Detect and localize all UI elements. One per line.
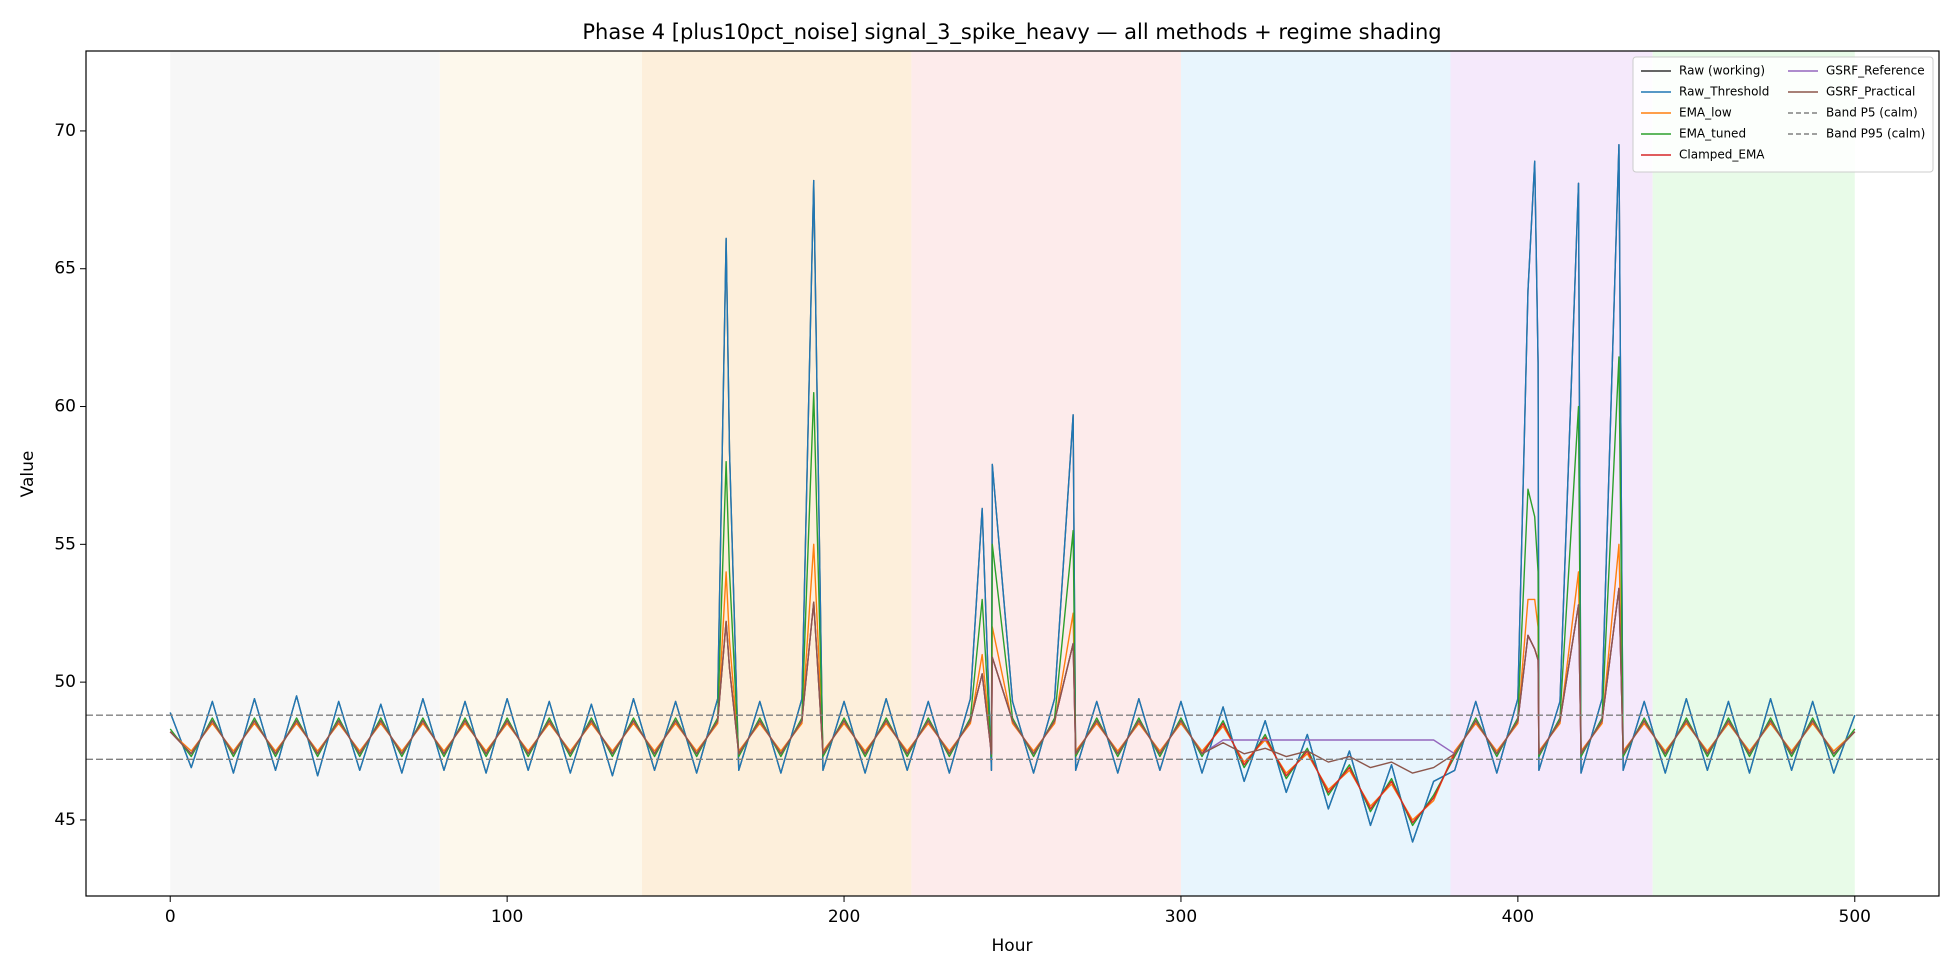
- legend-label: GSRF_Practical: [1826, 85, 1915, 99]
- plot-frame: [85, 50, 1940, 897]
- legend-label: Clamped_EMA: [1679, 148, 1765, 162]
- x-tick-label: 200: [828, 907, 860, 927]
- legend-box: [1632, 56, 1934, 173]
- legend-label: Band P5 (calm): [1826, 106, 1918, 120]
- x-tick-label: 300: [1165, 907, 1197, 927]
- x-axis-label: Hour: [992, 936, 1033, 956]
- legend-label: EMA_tuned: [1679, 127, 1746, 141]
- regime-shade: [641, 51, 912, 896]
- x-tick-label: 500: [1839, 907, 1871, 927]
- regime-shade: [170, 51, 440, 896]
- regime-shade: [911, 51, 1181, 896]
- x-tick-label: 400: [1502, 907, 1534, 927]
- regime-shade: [1450, 51, 1653, 896]
- y-tick-label: 70: [54, 121, 76, 141]
- x-tick-label: 0: [165, 907, 176, 927]
- y-tick-label: 60: [54, 397, 76, 417]
- y-tick-label: 55: [54, 534, 76, 554]
- y-tick-label: 50: [54, 672, 76, 692]
- x-tick-label: 100: [491, 907, 523, 927]
- chart-title: Phase 4 [plus10pct_noise] signal_3_spike…: [582, 20, 1441, 45]
- regime-shade: [439, 51, 642, 896]
- plot-area: [86, 51, 1939, 896]
- legend-label: Raw (working): [1679, 64, 1765, 78]
- legend: Raw (working) Raw_Threshold EMA_low EMA_tun…: [1632, 56, 1934, 173]
- y-tick-label: 45: [54, 810, 76, 830]
- legend-label: EMA_low: [1679, 106, 1732, 120]
- y-axis-label: Value: [18, 451, 38, 498]
- series-line: [169, 587, 1856, 774]
- y-tick-label: 65: [54, 259, 76, 279]
- legend-label: GSRF_Reference: [1826, 64, 1925, 78]
- legend-label: Raw_Threshold: [1679, 85, 1769, 99]
- regime-shade: [1652, 51, 1855, 896]
- legend-label: Band P95 (calm): [1826, 127, 1925, 141]
